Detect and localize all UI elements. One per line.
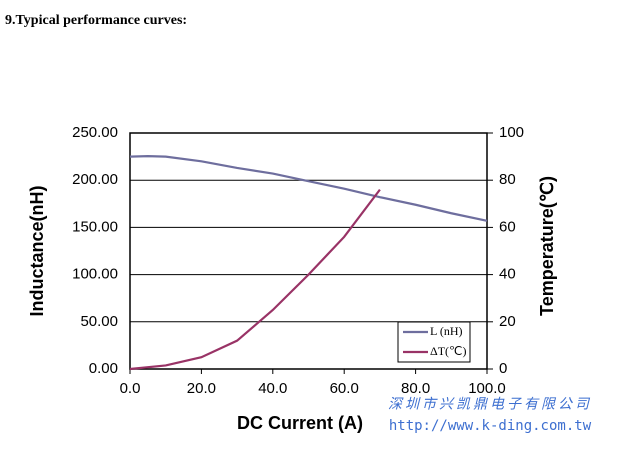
x-tick-label: 40.0 (258, 380, 287, 397)
x-tick-label: 20.0 (187, 380, 216, 397)
y2-tick-label: 0 (499, 360, 507, 377)
watermark-url: http://www.k-ding.com.tw (389, 418, 592, 434)
y2-tick-label: 80 (499, 171, 516, 188)
y2-tick-label: 100 (499, 124, 524, 141)
y-tick-label: 100.00 (72, 266, 118, 283)
plot-frame (129, 132, 488, 370)
series-line (129, 188, 381, 371)
legend-box (397, 321, 471, 363)
y2-tick-label: 60 (499, 218, 516, 235)
y-tick-label: 0.00 (89, 360, 118, 377)
x-tick-label: 100.0 (468, 380, 506, 397)
y-tick-label: 50.00 (80, 313, 118, 330)
y2-tick-label: 20 (499, 313, 516, 330)
x-tick-label: 80.0 (401, 380, 430, 397)
y2-axis-label: Temperature(℃) (537, 176, 557, 316)
series-line (129, 155, 488, 222)
x-tick-label: 60.0 (330, 380, 359, 397)
legend-label: L (nH) (430, 324, 463, 338)
x-tick-label: 0.0 (120, 380, 141, 397)
y-tick-label: 200.00 (72, 171, 118, 188)
y-tick-label: 250.00 (72, 124, 118, 141)
legend-label: ΔT(℃) (430, 344, 467, 358)
watermark-company: 深圳市兴凯鼎电子有限公司 (388, 396, 592, 412)
y-axis-label: Inductance(nH) (27, 185, 47, 316)
y2-tick-label: 40 (499, 266, 516, 283)
page-heading: 9.Typical performance curves: (5, 13, 187, 28)
y-tick-label: 150.00 (72, 218, 118, 235)
x-axis-label: DC Current (A) (237, 413, 363, 433)
